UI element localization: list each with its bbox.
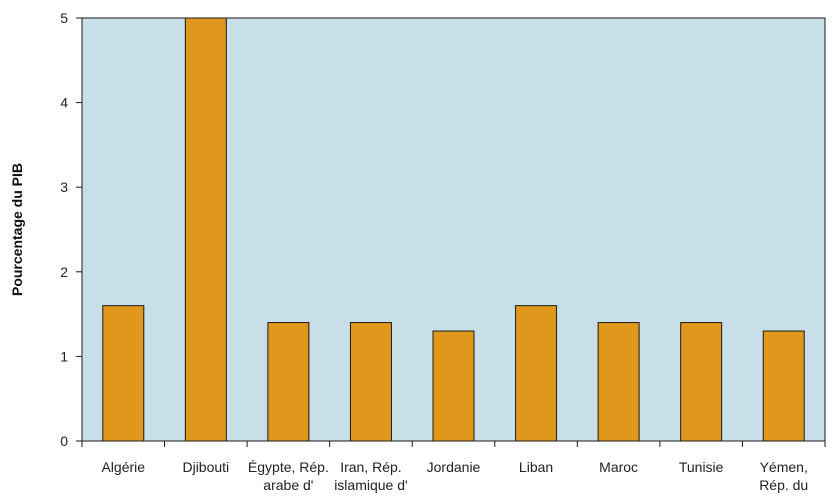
y-tick-label: 5 xyxy=(60,10,68,26)
bar-1 xyxy=(184,17,227,442)
bar-2 xyxy=(267,322,310,442)
x-category-label: Iran, Rép. islamique d' xyxy=(334,459,408,493)
y-tick-label: 0 xyxy=(60,433,68,449)
y-tick-label: 3 xyxy=(60,179,68,195)
x-category-label: Yémen, Rép. du xyxy=(759,459,808,493)
x-category-label: Algérie xyxy=(101,459,145,475)
x-category-label: Jordanie xyxy=(427,459,481,475)
x-category-label: Djibouti xyxy=(182,459,229,475)
bar-7 xyxy=(680,322,723,442)
y-tick-label: 4 xyxy=(60,95,68,111)
y-axis-title: Pourcentage du PIB xyxy=(9,163,25,296)
x-axis: Algérie Djibouti Égypte, Rép. arabe d'Iran,… xyxy=(81,440,826,493)
x-category-label: Maroc xyxy=(599,459,638,475)
bar-6 xyxy=(597,322,640,442)
bars-group xyxy=(102,17,805,442)
y-tick-label: 2 xyxy=(60,264,68,280)
bar-5 xyxy=(515,305,558,442)
x-category-label: Tunisie xyxy=(679,459,724,475)
bar-0 xyxy=(102,305,145,442)
bar-4 xyxy=(432,330,475,442)
y-axis: 0 1 2 3 4 5 xyxy=(60,10,83,449)
x-category-label: Égypte, Rép. arabe d' xyxy=(248,459,329,493)
x-category-label: Liban xyxy=(519,459,553,475)
bar-3 xyxy=(349,322,392,442)
bar-8 xyxy=(762,330,805,442)
y-tick-label: 1 xyxy=(60,348,68,364)
